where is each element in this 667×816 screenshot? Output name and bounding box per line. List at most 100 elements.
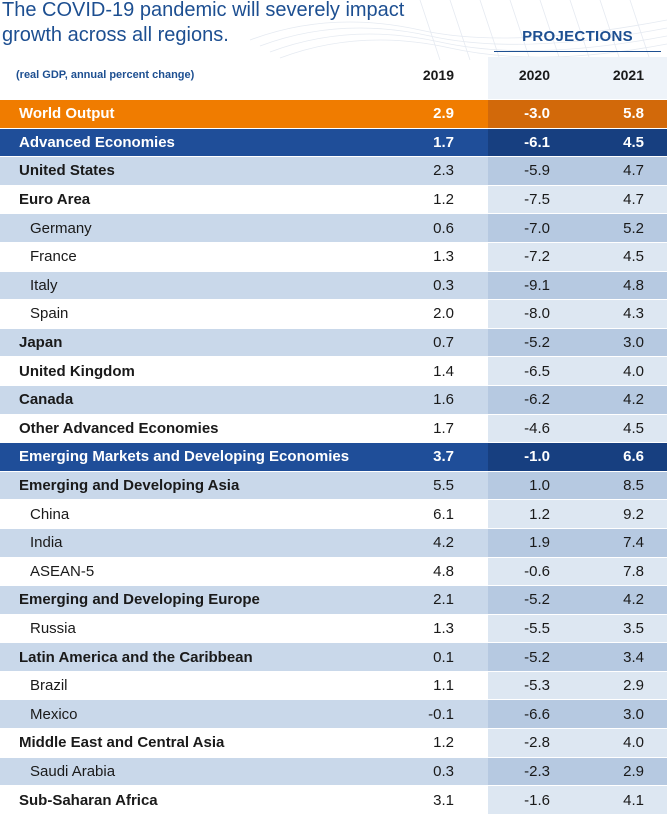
table-row: Mexico -0.1 -6.6 3.0 <box>0 700 667 730</box>
value-2020: -5.2 <box>524 591 550 609</box>
value-2020: -2.3 <box>524 762 550 780</box>
row-label: Emerging Markets and Developing Economie… <box>19 448 350 466</box>
value-2020: -2.8 <box>524 734 550 752</box>
value-2020: -6.1 <box>524 133 550 151</box>
value-2021: 3.0 <box>623 334 644 352</box>
row-label: United States <box>19 162 115 180</box>
table-row: United Kingdom 1.4 -6.5 4.0 <box>0 357 667 386</box>
value-2021: 4.0 <box>623 362 644 380</box>
value-2021: 5.2 <box>623 219 644 237</box>
value-2020: -5.2 <box>524 648 550 666</box>
table-row: India 4.2 1.9 7.4 <box>0 528 667 558</box>
row-label: Middle East and Central Asia <box>19 734 225 752</box>
value-2019: 1.3 <box>433 619 454 637</box>
projection-cell-bg <box>488 557 667 586</box>
row-label: Mexico <box>30 705 78 723</box>
projection-cell-bg <box>488 185 667 214</box>
value-2021: 4.5 <box>623 133 644 151</box>
table-subheader: (real GDP, annual percent change) <box>16 69 195 81</box>
value-2021: 4.2 <box>623 591 644 609</box>
value-2019: 2.9 <box>433 105 454 123</box>
table-row: Japan 0.7 -5.2 3.0 <box>0 328 667 358</box>
row-label: Saudi Arabia <box>30 762 116 780</box>
table-row: Italy 0.3 -9.1 4.8 <box>0 271 667 301</box>
value-2020: -6.2 <box>524 391 550 409</box>
gdp-table-body: World Output 2.9 -3.0 5.8 Advanced Economies… <box>0 100 667 815</box>
table-row: Spain 2.0 -8.0 4.3 <box>0 300 667 329</box>
projection-cell-bg <box>488 500 667 528</box>
value-2019: 1.6 <box>433 391 454 409</box>
value-2021: 4.2 <box>623 391 644 409</box>
projections-underline <box>494 51 661 52</box>
value-2019: 0.7 <box>433 334 454 352</box>
projection-cell-bg <box>488 328 667 357</box>
projection-cell-bg <box>488 414 667 443</box>
table-row: Saudi Arabia 0.3 -2.3 2.9 <box>0 757 667 787</box>
value-2020: -6.5 <box>524 362 550 380</box>
value-2021: 2.9 <box>623 677 644 695</box>
row-label: Emerging and Developing Europe <box>19 591 260 609</box>
projection-cell-bg <box>488 671 667 700</box>
table-row: Emerging Markets and Developing Economie… <box>0 443 667 472</box>
projection-cell-bg <box>488 528 667 557</box>
projection-cell-bg <box>488 643 667 671</box>
row-label: Euro Area <box>19 191 91 209</box>
value-2020: -7.0 <box>524 219 550 237</box>
projection-cell-bg <box>488 128 667 157</box>
value-2021: 3.4 <box>623 648 644 666</box>
table-row: Emerging and Developing Europe 2.1 -5.2 4.2 <box>0 586 667 615</box>
projection-cell-bg <box>488 786 667 814</box>
table-row: Canada 1.6 -6.2 4.2 <box>0 385 667 415</box>
value-2019: 0.6 <box>433 219 454 237</box>
row-label: ASEAN-5 <box>30 562 95 580</box>
projection-cell-bg <box>488 271 667 300</box>
value-2020: -5.2 <box>524 334 550 352</box>
row-label: Advanced Economies <box>19 133 175 151</box>
table-row: Russia 1.3 -5.5 3.5 <box>0 614 667 644</box>
value-2019: 2.1 <box>433 591 454 609</box>
row-label: United Kingdom <box>19 362 135 380</box>
row-label: Sub-Saharan Africa <box>19 791 158 809</box>
value-2021: 4.3 <box>623 305 644 323</box>
value-2021: 4.8 <box>623 276 644 294</box>
projection-cell-bg <box>488 385 667 414</box>
row-label: Brazil <box>30 677 68 695</box>
projection-cell-bg <box>488 586 667 614</box>
value-2019: 2.0 <box>433 305 454 323</box>
projection-cell-bg <box>488 471 667 500</box>
value-2021: 4.5 <box>623 248 644 266</box>
value-2019: 1.2 <box>433 734 454 752</box>
value-2021: 4.7 <box>623 162 644 180</box>
value-2020: 1.9 <box>529 534 550 552</box>
value-2019: 0.3 <box>433 762 454 780</box>
value-2019: 2.3 <box>433 162 454 180</box>
projection-cell-bg <box>488 729 667 757</box>
value-2019: 1.3 <box>433 248 454 266</box>
table-row: Advanced Economies 1.7 -6.1 4.5 <box>0 128 667 158</box>
value-2019: 3.7 <box>433 448 454 466</box>
value-2019: 4.8 <box>433 562 454 580</box>
value-2020: -8.0 <box>524 305 550 323</box>
value-2021: 3.5 <box>623 619 644 637</box>
chart-title-line-2: growth across all regions. <box>2 24 229 46</box>
value-2020: -4.6 <box>524 419 550 437</box>
table-row: Latin America and the Caribbean 0.1 -5.2 3.… <box>0 643 667 672</box>
value-2019: 1.4 <box>433 362 454 380</box>
value-2021: 7.8 <box>623 562 644 580</box>
projection-cell-bg <box>488 614 667 643</box>
background-wave-pattern <box>249 0 667 61</box>
value-2020: -7.2 <box>524 248 550 266</box>
table-row: Brazil 1.1 -5.3 2.9 <box>0 671 667 701</box>
value-2021: 4.0 <box>623 734 644 752</box>
row-label: World Output <box>19 105 115 123</box>
table-row: China 6.1 1.2 9.2 <box>0 500 667 529</box>
table-row: Sub-Saharan Africa 3.1 -1.6 4.1 <box>0 786 667 815</box>
projection-cell-bg <box>488 357 667 385</box>
value-2020: -3.0 <box>524 105 550 123</box>
table-row: Middle East and Central Asia 1.2 -2.8 4.0 <box>0 729 667 758</box>
value-2021: 9.2 <box>623 505 644 523</box>
value-2019: 0.1 <box>433 648 454 666</box>
table-row: United States 2.3 -5.9 4.7 <box>0 157 667 186</box>
value-2019: 5.5 <box>433 477 454 495</box>
projection-cell-bg <box>488 157 667 185</box>
